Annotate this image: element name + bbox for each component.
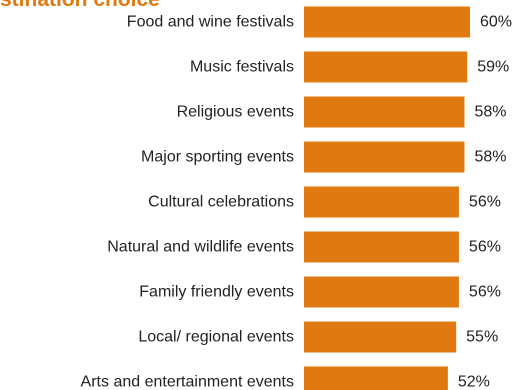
data-label-8: 52% [458, 374, 490, 390]
bar-3 [304, 141, 465, 173]
bar-7 [304, 321, 457, 353]
data-label-6: 56% [469, 284, 501, 301]
bar-2 [304, 96, 465, 128]
category-label-5: Natural and wildlife events [107, 239, 294, 256]
bar-0 [304, 6, 470, 38]
category-label-4: Cultural celebrations [148, 194, 294, 211]
data-label-3: 58% [474, 149, 506, 166]
category-label-3: Major sporting events [141, 149, 294, 166]
data-label-4: 56% [469, 194, 501, 211]
data-label-7: 55% [466, 329, 498, 346]
chart-title: stination choice [0, 0, 160, 12]
category-label-7: Local/ regional events [138, 329, 294, 346]
data-label-5: 56% [469, 239, 501, 256]
bar-5 [304, 231, 459, 263]
bar-8 [304, 366, 448, 390]
data-label-1: 59% [477, 59, 509, 76]
bar-4 [304, 186, 459, 218]
category-label-2: Religious events [177, 104, 294, 121]
data-label-2: 58% [474, 104, 506, 121]
category-label-6: Family friendly events [139, 284, 294, 301]
data-label-0: 60% [480, 14, 512, 31]
category-label-1: Music festivals [190, 59, 294, 76]
category-label-8: Arts and entertainment events [81, 374, 294, 390]
category-label-0: Food and wine festivals [127, 14, 294, 31]
bar-1 [304, 51, 468, 83]
bar-6 [304, 276, 459, 308]
